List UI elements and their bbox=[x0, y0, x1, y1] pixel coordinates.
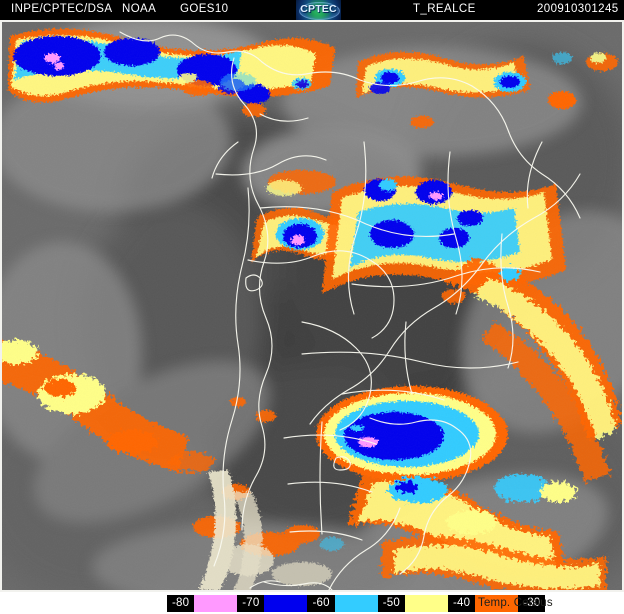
legend-swatch bbox=[334, 595, 378, 612]
legend-label: -40 bbox=[447, 595, 476, 612]
legend-label: -60 bbox=[307, 595, 335, 612]
legend-swatch bbox=[194, 595, 238, 612]
header-agency-label: INPE/CPTEC/DSA bbox=[11, 3, 113, 15]
legend-label: -70 bbox=[237, 595, 265, 612]
map-overlay-borders bbox=[119, 31, 581, 590]
cptec-logo: CPTEC bbox=[296, 0, 341, 20]
legend-label: -50 bbox=[377, 595, 405, 612]
legend-label: -80 bbox=[167, 595, 195, 612]
legend-color-bar: -80 -70 -60 -50 -40 -30 bbox=[167, 595, 546, 612]
header-product-label: T_REALCE bbox=[413, 3, 476, 15]
cptec-logo-ring bbox=[299, 2, 340, 20]
legend-swatch bbox=[475, 595, 519, 612]
header-bar: INPE/CPTEC/DSA NOAA GOES10 CPTEC T_REALC… bbox=[0, 0, 624, 20]
legend-label: -30 bbox=[518, 595, 546, 612]
temperature-legend: -80 -70 -60 -50 -40 -30 Temp. Celsius bbox=[0, 592, 624, 614]
cloud-mcs-south bbox=[316, 386, 508, 482]
satellite-image-graphic bbox=[2, 22, 622, 590]
header-timestamp-label: 200910301245 bbox=[537, 3, 619, 15]
legend-swatch bbox=[264, 595, 308, 612]
satellite-image-canvas bbox=[2, 22, 622, 590]
satellite-image-border bbox=[0, 20, 624, 592]
satellite-image bbox=[0, 20, 624, 592]
header-satellite-family-label: NOAA bbox=[122, 3, 157, 15]
legend-units-label: Temp. Celsius bbox=[478, 597, 553, 609]
cloud-sacz-orange bbox=[444, 258, 622, 440]
header-satellite-label: GOES10 bbox=[180, 3, 229, 15]
legend-swatch bbox=[404, 595, 448, 612]
cptec-logo-text: CPTEC bbox=[300, 3, 337, 15]
